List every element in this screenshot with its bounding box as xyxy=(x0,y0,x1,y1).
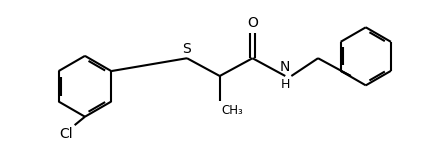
Text: Cl: Cl xyxy=(59,127,73,141)
Text: O: O xyxy=(247,16,258,30)
Text: CH₃: CH₃ xyxy=(222,104,243,117)
Text: H: H xyxy=(281,78,290,91)
Text: S: S xyxy=(183,42,191,56)
Text: N: N xyxy=(280,60,290,74)
